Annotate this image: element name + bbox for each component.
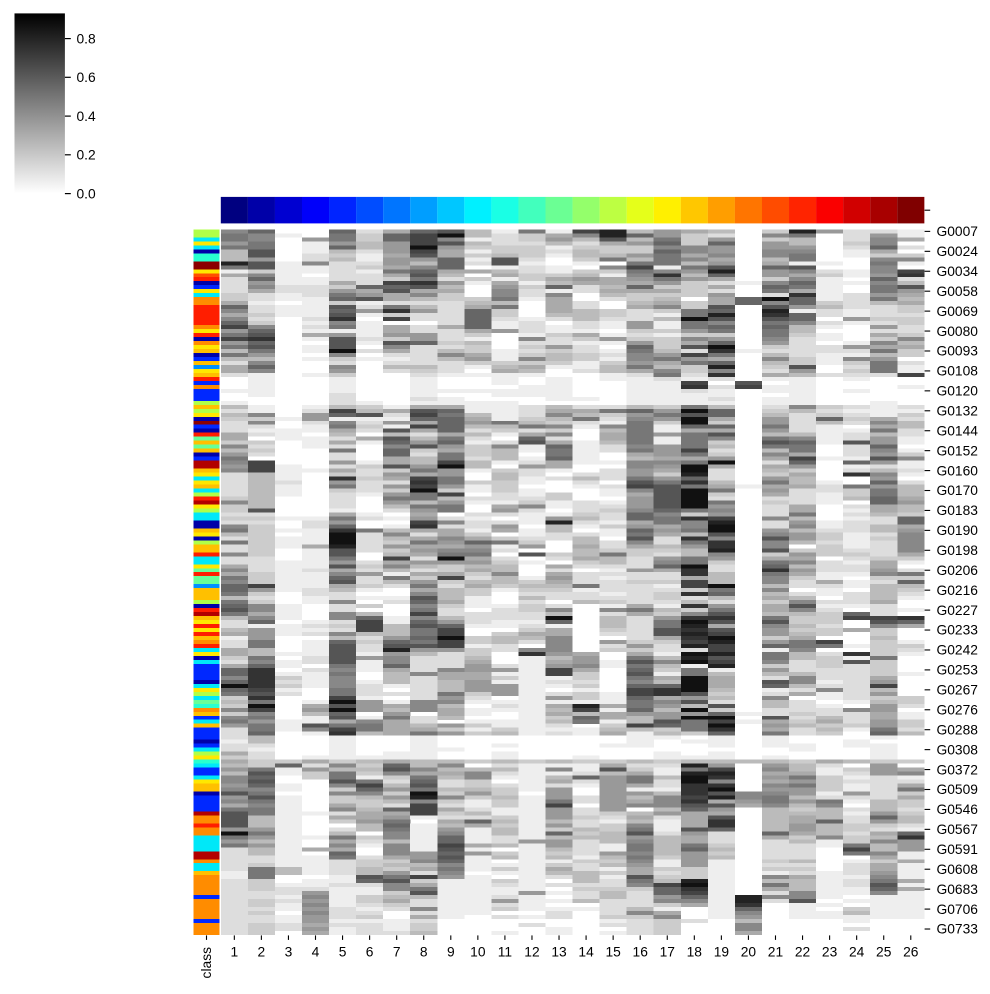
svg-text:G0120: G0120 [937, 384, 979, 399]
svg-text:9: 9 [447, 945, 455, 960]
svg-text:G0183: G0183 [937, 503, 979, 518]
svg-text:3: 3 [285, 945, 293, 960]
svg-text:G0372: G0372 [937, 762, 978, 777]
svg-text:G0308: G0308 [937, 742, 979, 757]
svg-text:1: 1 [230, 945, 238, 960]
svg-text:22: 22 [795, 945, 810, 960]
svg-text:G0190: G0190 [937, 523, 979, 538]
svg-text:G0227: G0227 [937, 603, 978, 618]
svg-text:G0216: G0216 [937, 583, 979, 598]
svg-text:G0567: G0567 [937, 822, 978, 837]
svg-text:0.6: 0.6 [77, 70, 97, 85]
svg-text:23: 23 [822, 945, 838, 960]
svg-text:G0253: G0253 [937, 663, 979, 678]
svg-text:G0276: G0276 [937, 702, 979, 717]
svg-text:G0242: G0242 [937, 643, 978, 658]
svg-text:G0233: G0233 [937, 623, 979, 638]
svg-text:G0069: G0069 [937, 304, 979, 319]
svg-text:G0058: G0058 [937, 284, 979, 299]
svg-text:0.0: 0.0 [77, 186, 97, 201]
svg-text:G0007: G0007 [937, 224, 978, 239]
svg-text:G0152: G0152 [937, 443, 978, 458]
svg-text:24: 24 [849, 945, 865, 960]
svg-text:G0683: G0683 [937, 882, 979, 897]
svg-text:0.8: 0.8 [77, 31, 97, 46]
svg-text:20: 20 [741, 945, 757, 960]
svg-text:G0080: G0080 [937, 324, 979, 339]
svg-text:G0144: G0144 [937, 423, 979, 438]
svg-text:G0288: G0288 [937, 722, 979, 737]
svg-text:G0108: G0108 [937, 364, 979, 379]
svg-text:7: 7 [393, 945, 401, 960]
svg-text:G0170: G0170 [937, 483, 979, 498]
svg-text:8: 8 [420, 945, 428, 960]
svg-text:0.2: 0.2 [77, 148, 96, 163]
svg-text:G0132: G0132 [937, 403, 978, 418]
svg-text:G0591: G0591 [937, 842, 978, 857]
svg-text:19: 19 [714, 945, 730, 960]
svg-text:G0206: G0206 [937, 563, 979, 578]
svg-text:5: 5 [339, 945, 347, 960]
svg-text:G0034: G0034 [937, 264, 979, 279]
svg-text:2: 2 [258, 945, 266, 960]
svg-text:G0733: G0733 [937, 922, 979, 937]
svg-text:15: 15 [605, 945, 621, 960]
svg-text:G0706: G0706 [937, 902, 979, 917]
svg-text:0.4: 0.4 [77, 109, 97, 124]
svg-text:G0198: G0198 [937, 543, 979, 558]
svg-text:G0093: G0093 [937, 344, 979, 359]
svg-text:12: 12 [524, 945, 539, 960]
svg-text:G0024: G0024 [937, 244, 979, 259]
svg-text:13: 13 [551, 945, 567, 960]
svg-text:16: 16 [633, 945, 649, 960]
svg-text:11: 11 [498, 945, 512, 960]
svg-text:G0546: G0546 [937, 802, 979, 817]
svg-text:4: 4 [312, 945, 320, 960]
svg-text:17: 17 [660, 945, 675, 960]
svg-text:6: 6 [366, 945, 374, 960]
svg-text:class: class [199, 947, 214, 979]
svg-text:10: 10 [470, 945, 486, 960]
svg-text:21: 21 [768, 945, 783, 960]
svg-text:26: 26 [903, 945, 919, 960]
svg-text:14: 14 [578, 945, 594, 960]
svg-text:G0267: G0267 [937, 683, 978, 698]
svg-text:G0509: G0509 [937, 782, 979, 797]
svg-text:G0608: G0608 [937, 862, 979, 877]
svg-text:G0160: G0160 [937, 463, 979, 478]
svg-text:18: 18 [687, 945, 703, 960]
svg-text:25: 25 [876, 945, 892, 960]
